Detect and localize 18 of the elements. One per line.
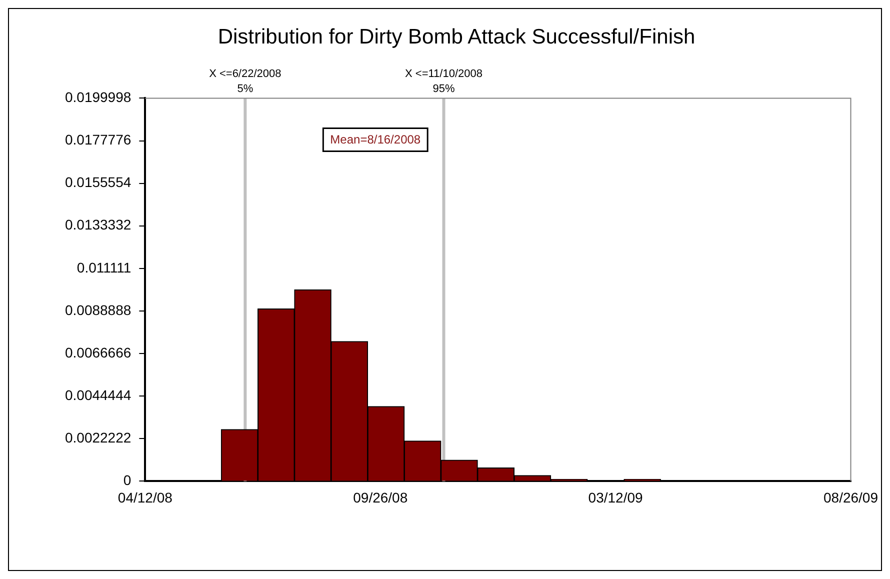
ref-line-label: X <=11/10/2008 95%: [405, 68, 482, 96]
y-tick-label: 0.0066666: [64, 344, 132, 360]
x-tick-label: 08/26/09: [824, 489, 878, 506]
chart-title: Distribution for Dirty Bomb Attack Successful/Finish: [218, 25, 696, 48]
y-tick-label: 0: [123, 472, 132, 488]
y-tick-label: 0.0044444: [64, 386, 132, 403]
y-tick-label: 0.0022222: [64, 430, 132, 446]
y-tick-label: 0.0133332: [64, 216, 132, 233]
y-tick-label: 0.0155554: [64, 174, 132, 190]
ref-line-label: X <=6/22/2008 5%: [209, 68, 282, 96]
x-tick-label: 04/12/08: [118, 489, 173, 506]
x-tick-label: 03/12/09: [588, 489, 644, 506]
y-tick-label: 0.0088888: [64, 302, 132, 318]
annotation: Mean=8/16/2008: [330, 132, 421, 147]
y-tick-label: 0.0199998: [64, 89, 132, 106]
y-tick-label: 0.0177776: [64, 132, 132, 148]
x-tick-label: 09/26/08: [353, 489, 408, 506]
y-tick-label: 0.011111: [76, 259, 132, 276]
